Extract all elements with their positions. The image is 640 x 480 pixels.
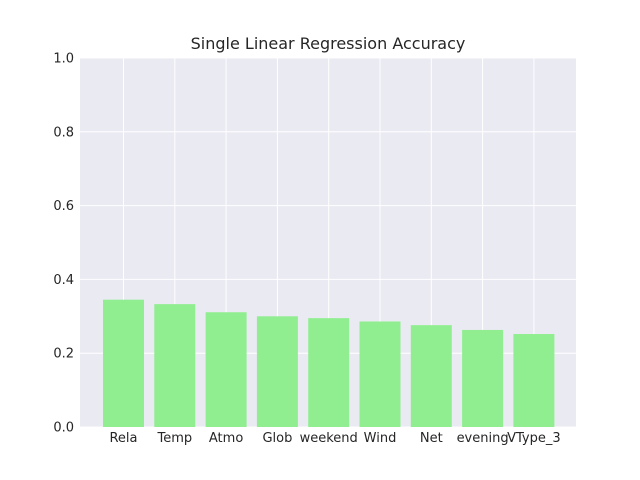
x-tick-label: Temp — [156, 431, 192, 446]
x-tick-label: weekend — [300, 431, 358, 446]
y-tick-label: 1.0 — [53, 52, 74, 67]
x-tick-label: Net — [420, 431, 443, 446]
y-tick-label: 0.2 — [53, 347, 74, 362]
chart-title: Single Linear Regression Accuracy — [191, 34, 466, 53]
bar-rela — [103, 299, 144, 427]
bar-temp — [154, 304, 196, 427]
x-tick-label: VType_3 — [507, 431, 561, 446]
bar-evening — [462, 329, 504, 427]
x-tick-labels: Rela Temp Atmo Glob weekend Wind Net eveningVTy… — [109, 431, 560, 446]
bar-glob — [256, 316, 298, 427]
bar-wind — [359, 321, 401, 427]
y-tick-labels: 0.0 0.2 0.4 0.6 0.8 1.0 — [53, 52, 74, 436]
bar-net — [410, 325, 452, 427]
x-tick-label: Rela — [109, 431, 137, 446]
y-tick-label: 0.6 — [53, 199, 74, 214]
bar-weekend — [308, 318, 350, 427]
bar-vtype-3 — [513, 334, 555, 427]
bar-atmo — [205, 312, 247, 427]
bars-group — [103, 299, 555, 427]
x-tick-label: Atmo — [209, 431, 243, 446]
x-tick-label: Wind — [364, 431, 397, 446]
y-tick-label: 0.4 — [53, 273, 74, 288]
y-tick-label: 0.0 — [53, 421, 74, 436]
x-tick-label: evening — [457, 431, 509, 446]
y-tick-label: 0.8 — [53, 125, 74, 140]
x-tick-label: Glob — [262, 431, 292, 446]
